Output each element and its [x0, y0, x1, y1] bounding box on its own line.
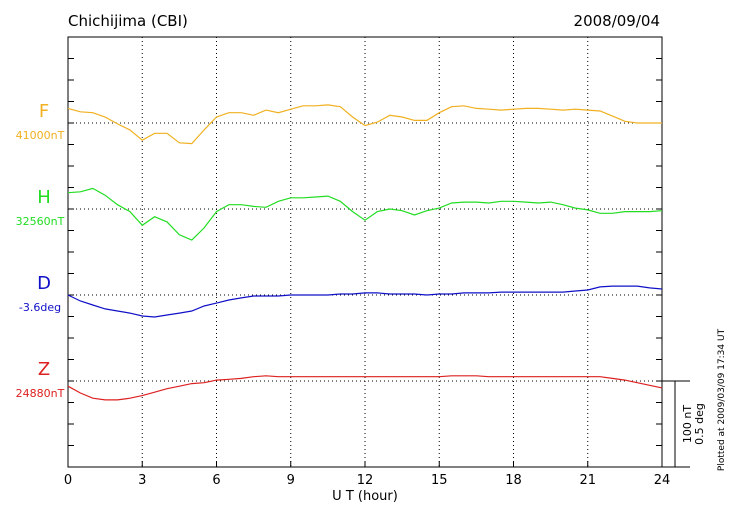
series-name: Z	[38, 359, 50, 380]
x-tick-label: 12	[357, 473, 374, 488]
footnote: Plotted at 2009/03/09 17:34 UT	[717, 328, 727, 471]
series-name: H	[37, 187, 51, 208]
x-tick-label: 9	[287, 473, 295, 488]
series-line	[67, 104, 662, 145]
baseline-label: 24880nT	[16, 387, 65, 400]
scale-label: 100 nT	[681, 405, 694, 443]
x-tick-label: 3	[138, 473, 146, 488]
baseline-label: -3.6deg	[19, 301, 61, 314]
scale-label: 0.5 deg	[693, 403, 706, 445]
series-line	[67, 187, 663, 241]
x-tick-label: 15	[431, 473, 448, 488]
x-tick-label: 21	[579, 473, 596, 488]
series-line	[67, 375, 663, 401]
baseline-label: 41000nT	[16, 129, 65, 142]
baseline-label: 32560nT	[16, 215, 65, 228]
series-name: F	[39, 101, 49, 122]
x-tick-label: 6	[212, 473, 220, 488]
x-tick-label: 0	[64, 473, 72, 488]
x-tick-label: 24	[654, 473, 671, 488]
x-tick-label: 18	[505, 473, 522, 488]
chart-title: Chichijima (CBI)	[68, 12, 188, 30]
x-axis-label: U T (hour)	[332, 489, 398, 504]
series-line	[67, 285, 663, 318]
series-name: D	[37, 273, 51, 294]
chart-date: 2008/09/04	[574, 12, 660, 30]
